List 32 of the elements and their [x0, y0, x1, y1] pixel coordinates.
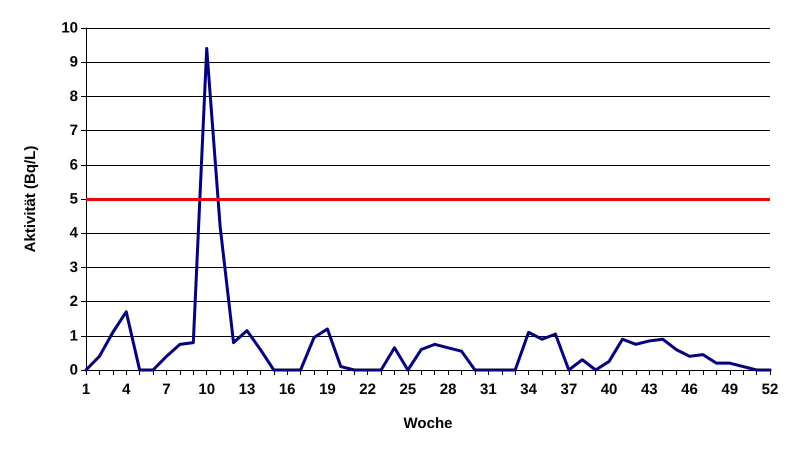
y-axis-title: Aktivität (Bq/L) — [22, 146, 39, 252]
y-tick-label: 2 — [70, 293, 78, 310]
y-tick-label: 4 — [70, 224, 79, 242]
x-tick-label: 16 — [278, 381, 296, 398]
x-tick-label: 7 — [162, 381, 171, 398]
x-tick-label: 40 — [600, 381, 618, 398]
x-tick-label: 13 — [238, 381, 256, 398]
y-tick-label: 0 — [70, 362, 78, 378]
x-tick-label: 19 — [319, 381, 336, 398]
x-tick-label: 34 — [520, 381, 538, 398]
y-tick-label: 5 — [70, 190, 78, 208]
y-tick-label: 8 — [70, 88, 78, 105]
x-tick-label: 31 — [480, 381, 497, 398]
y-tick-label: 10 — [61, 20, 78, 36]
x-tick-label: 52 — [762, 381, 778, 398]
x-tick-label: 28 — [440, 381, 456, 398]
line-series — [84, 47, 772, 372]
x-tick-label: 37 — [560, 381, 578, 398]
x-tick-label: 22 — [359, 381, 376, 398]
x-tick-label: 49 — [721, 381, 738, 398]
x-tick-label: 43 — [640, 381, 658, 398]
y-tick-label: 9 — [70, 54, 78, 71]
x-tick-label: 4 — [122, 381, 132, 398]
y-tick-label: 7 — [70, 122, 78, 140]
x-tick-label: 10 — [198, 381, 216, 398]
x-tick-label: 25 — [400, 381, 416, 398]
y-tick-label: 1 — [70, 327, 78, 344]
y-tick-label: 6 — [70, 156, 78, 174]
x-tick-label: 46 — [681, 381, 698, 398]
x-axis-title: Woche — [404, 415, 452, 432]
x-tick-label: 1 — [82, 381, 90, 398]
y-tick-label: 3 — [70, 258, 78, 276]
